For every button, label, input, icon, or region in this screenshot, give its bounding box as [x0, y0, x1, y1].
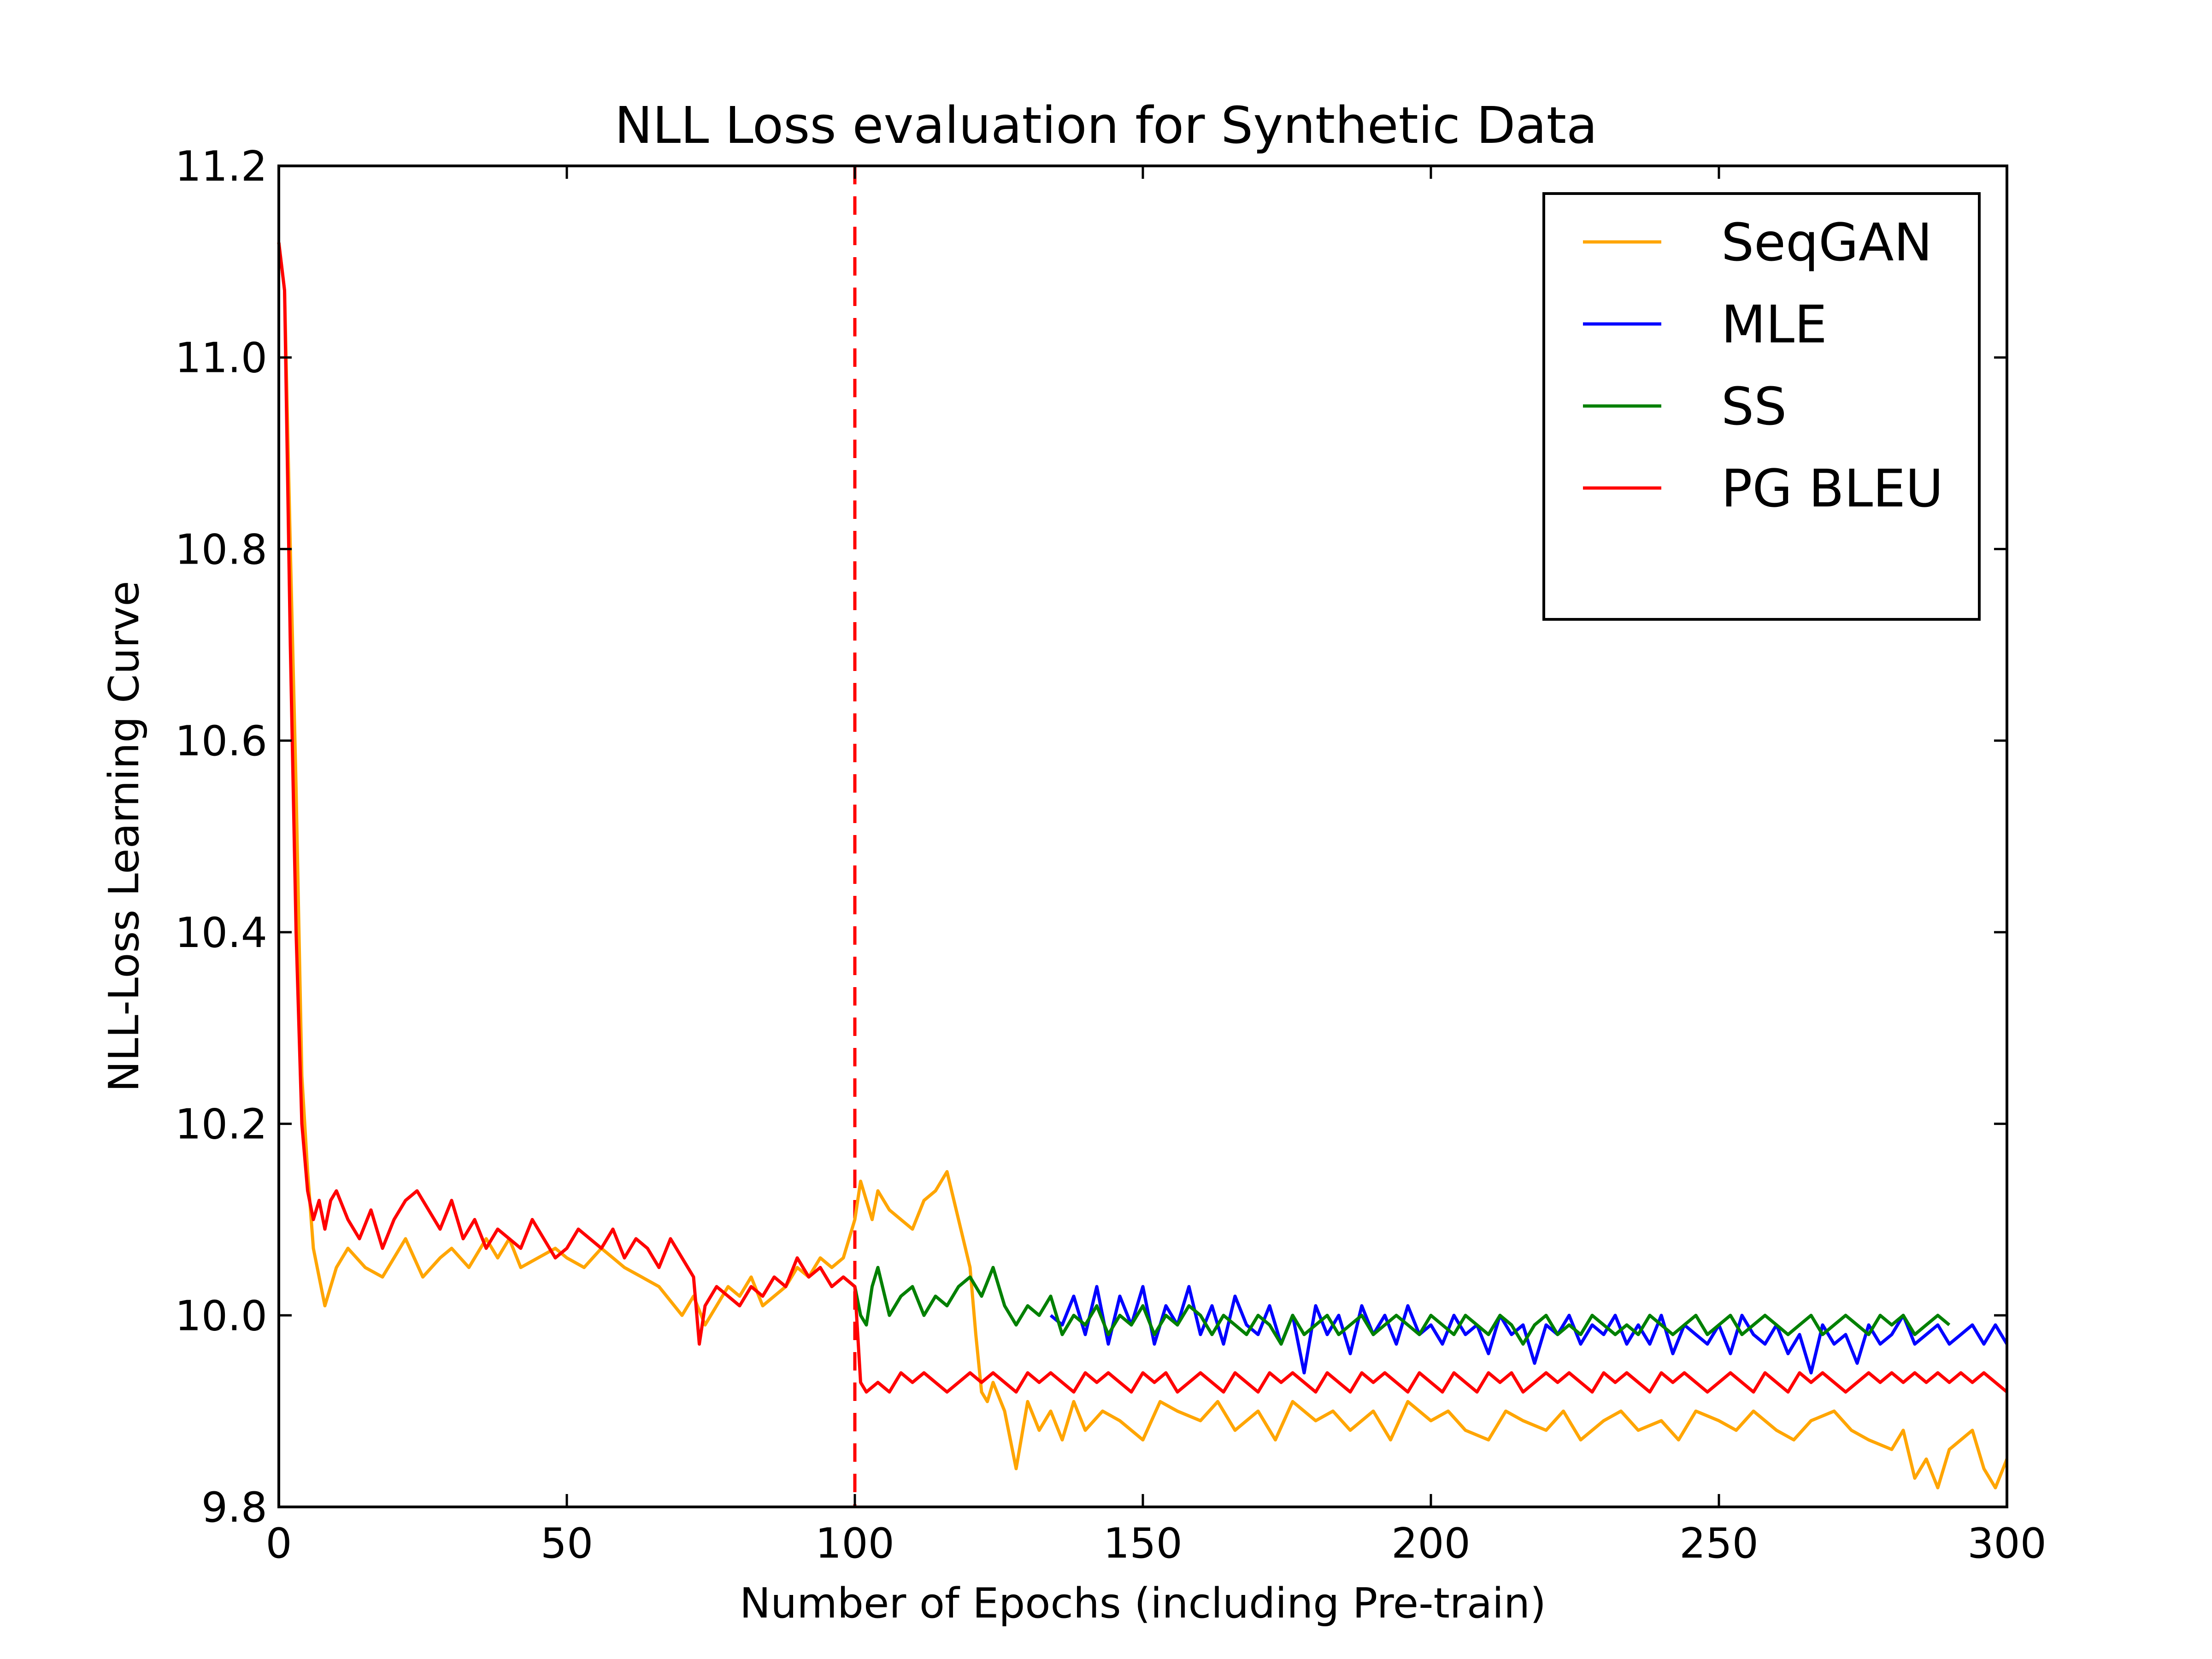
legend-label: SeqGAN — [1721, 213, 1932, 273]
series-line-seqgan — [277, 242, 2009, 1489]
y-tick-label: 10.0 — [175, 1292, 267, 1340]
y-tick-label: 11.2 — [175, 142, 267, 191]
x-tick-label: 50 — [541, 1519, 594, 1568]
x-axis-label: Number of Epochs (including Pre-train) — [740, 1579, 1546, 1628]
y-tick-label: 10.6 — [175, 717, 267, 765]
chart-title: NLL Loss evaluation for Synthetic Data — [615, 96, 1598, 155]
y-tick-label: 10.2 — [175, 1100, 267, 1149]
y-tick-label: 10.4 — [175, 909, 267, 957]
legend-label: MLE — [1721, 295, 1827, 355]
x-tick-label: 150 — [1103, 1519, 1182, 1568]
x-tick-label: 100 — [815, 1519, 894, 1568]
y-tick-label: 11.0 — [175, 334, 267, 382]
y-axis: 9.8 10.0 10.2 10.4 10.6 10.8 11.0 11.2 — [175, 142, 2007, 1532]
x-axis: 0 50 100 150 200 250 300 — [265, 166, 2047, 1568]
legend-label: SS — [1721, 377, 1787, 437]
x-tick-label: 0 — [265, 1519, 292, 1568]
y-axis-label: NLL-Loss Learning Curve — [100, 581, 148, 1092]
legend-label: PG BLEU — [1721, 459, 1943, 519]
series-line-ss — [842, 1265, 1951, 1346]
y-tick-label: 9.8 — [201, 1483, 267, 1532]
series-line-pg-bleu — [277, 242, 2008, 1394]
y-tick-label: 10.8 — [175, 525, 267, 574]
series-line-mle — [1049, 1285, 2008, 1375]
series-layer — [277, 242, 2009, 1489]
x-tick-label: 250 — [1679, 1519, 1759, 1568]
x-tick-label: 300 — [1967, 1519, 2047, 1568]
legend: SeqGAN MLE SS PG BLEU — [1542, 192, 1981, 621]
x-tick-label: 200 — [1391, 1519, 1471, 1568]
